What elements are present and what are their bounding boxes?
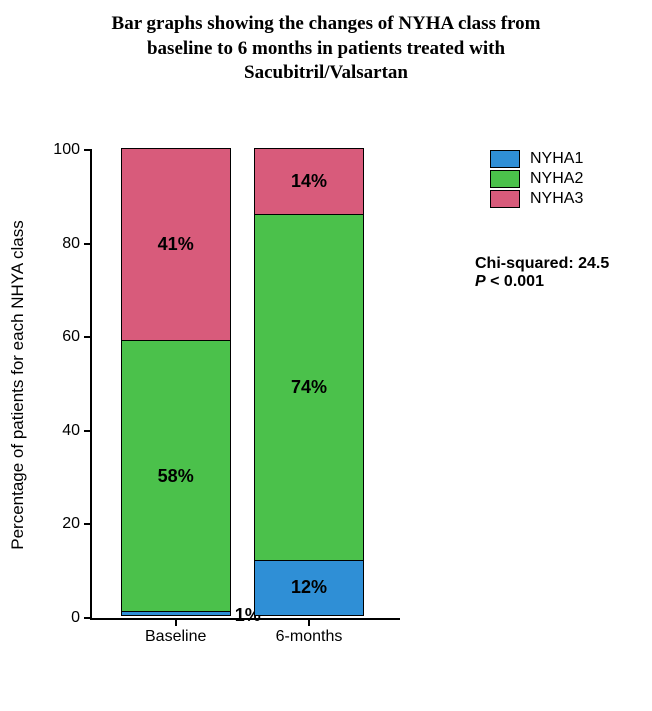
title-line-2: baseline to 6 months in patients treated… — [147, 38, 505, 59]
p-value-line: P < 0.001 — [475, 273, 609, 291]
legend-swatch — [490, 170, 520, 188]
y-tick-mark — [84, 243, 92, 245]
chi2-value: 24.5 — [578, 255, 609, 272]
legend-swatch — [490, 150, 520, 168]
legend-item: NYHA1 — [490, 150, 583, 168]
chart-area: Percentage of patients for each NHYA cla… — [90, 150, 400, 620]
legend-item: NYHA2 — [490, 170, 583, 188]
legend-label: NYHA3 — [530, 190, 583, 208]
p-relation: < — [490, 273, 499, 290]
y-tick-mark — [84, 336, 92, 338]
chi-squared-line: Chi-squared: 24.5 — [475, 255, 609, 273]
title-line-1: Bar graphs showing the changes of NYHA c… — [112, 13, 541, 34]
p-value: 0.001 — [504, 273, 544, 290]
bar-segment-nyha2: 74% — [254, 214, 364, 560]
stacked-bar: 12%74%14% — [254, 148, 364, 616]
bar-segment-nyha1: 12% — [254, 560, 364, 616]
stats-block: Chi-squared: 24.5 P < 0.001 — [475, 255, 609, 291]
legend-label: NYHA1 — [530, 150, 583, 168]
y-tick-mark — [84, 430, 92, 432]
plot-region: 02040608010058%41%1%Baseline12%74%14%6-m… — [90, 150, 400, 620]
y-tick-mark — [84, 617, 92, 619]
chart-title: Bar graphs showing the changes of NYHA c… — [0, 0, 652, 86]
legend: NYHA1 NYHA2 NYHA3 — [490, 150, 583, 210]
y-tick-mark — [84, 523, 92, 525]
y-axis-label: Percentage of patients for each NHYA cla… — [8, 220, 28, 549]
legend-label: NYHA2 — [530, 170, 583, 188]
y-tick-mark — [84, 149, 92, 151]
bar-segment-nyha2: 58% — [121, 340, 231, 611]
bar-segment-nyha1 — [121, 611, 231, 616]
stacked-bar: 58%41% — [121, 148, 231, 616]
x-tick-mark — [308, 618, 310, 626]
bar-segment-nyha3: 41% — [121, 148, 231, 340]
x-tick-mark — [175, 618, 177, 626]
chi2-label: Chi-squared: — [475, 255, 578, 272]
legend-swatch — [490, 190, 520, 208]
title-line-3: Sacubitril/Valsartan — [244, 62, 408, 83]
legend-item: NYHA3 — [490, 190, 583, 208]
bar-segment-nyha3: 14% — [254, 148, 364, 214]
p-label: P — [475, 273, 486, 290]
